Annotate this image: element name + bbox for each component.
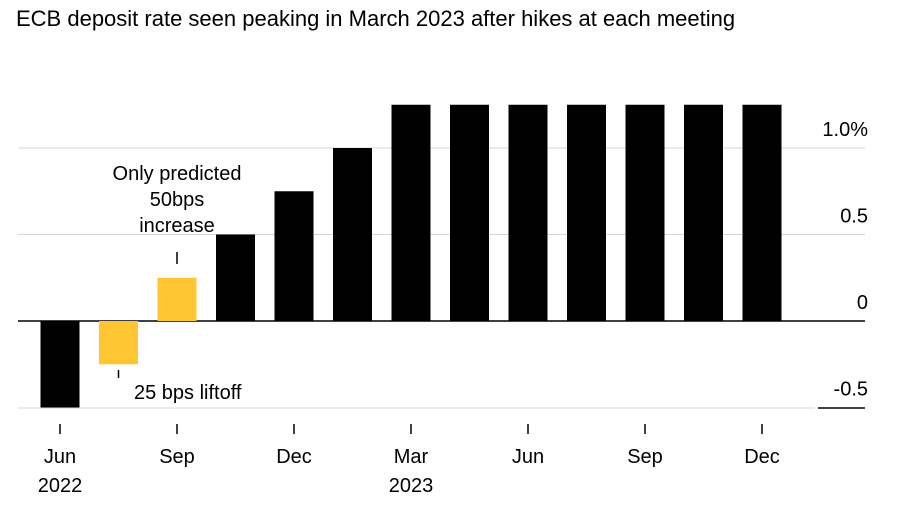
bar (274, 191, 314, 321)
x-tick-year-label: 2023 (389, 475, 434, 497)
x-tick-year-label: 2022 (38, 475, 83, 497)
annotations: Only predicted 50bps increase 25 bps liftof… (113, 163, 242, 404)
gridlines (18, 147, 865, 409)
x-tick-label: Dec (744, 446, 780, 468)
bar (216, 234, 255, 321)
bar (40, 321, 80, 408)
annotation-text: 50bps (150, 189, 205, 211)
annotation-text: Only predicted (113, 163, 242, 185)
bar (567, 104, 606, 321)
bar (333, 148, 372, 321)
y-tick-label: -0.5 (834, 379, 868, 401)
annotation-text: increase (139, 215, 215, 237)
annotation-text: 25 bps liftoff (134, 382, 242, 404)
y-tick-label: 0 (857, 292, 868, 314)
chart-title: ECB deposit rate seen peaking in March 2… (16, 6, 736, 31)
x-tick-label: Sep (627, 446, 663, 468)
x-tick-label: Mar (394, 446, 429, 468)
bar (742, 104, 782, 321)
bar (625, 104, 665, 321)
x-tick-label: Jun (512, 446, 544, 468)
x-tick-label: Sep (159, 446, 195, 468)
y-tick-label: 0.5 (840, 206, 868, 228)
bar (508, 104, 548, 321)
axes: 1.0% 0.5 0 -0.5 Jun 2022 Sep Dec Mar 2023 Jun Sep De… (38, 119, 868, 497)
bar (684, 104, 723, 321)
y-tick-label: 1.0% (822, 119, 868, 141)
x-tick-label: Dec (276, 446, 312, 468)
bar (157, 277, 197, 321)
bar (391, 104, 431, 321)
bar (450, 104, 489, 321)
bar (99, 321, 138, 365)
x-tick-label: Jun (44, 446, 76, 468)
bars (40, 104, 782, 408)
